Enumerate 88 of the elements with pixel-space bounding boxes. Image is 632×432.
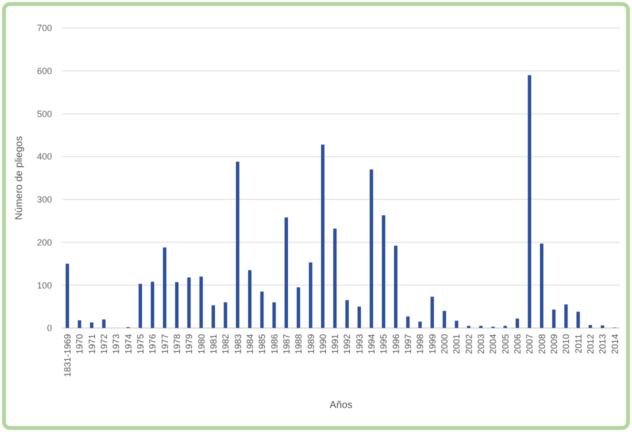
bar <box>272 302 276 328</box>
x-tick-label: 2000 <box>440 334 450 354</box>
y-tick-label: 100 <box>36 280 52 290</box>
bar <box>138 284 142 328</box>
x-tick-label: 1982 <box>220 334 231 354</box>
bar <box>175 282 179 328</box>
x-tick-label: 2013 <box>598 334 608 354</box>
x-tick-label: 1973 <box>111 334 122 354</box>
x-tick-label: 1999 <box>427 334 438 354</box>
bar <box>66 264 70 328</box>
x-tick-label: 1980 <box>196 334 206 354</box>
bar <box>260 292 264 328</box>
bar <box>382 215 386 328</box>
x-tick-label: 1989 <box>306 334 316 354</box>
y-tick-label: 200 <box>36 237 52 248</box>
bar <box>296 287 300 328</box>
x-tick-label: 1983 <box>232 334 243 354</box>
bar <box>333 228 337 328</box>
bar <box>90 322 94 328</box>
x-tick-label: 1991 <box>330 334 340 354</box>
x-tick-label: 1990 <box>318 334 328 354</box>
bar <box>442 310 446 328</box>
x-tick-label: 2008 <box>536 334 547 354</box>
x-axis-title: Años <box>330 400 352 411</box>
x-tick-label: 2007 <box>524 334 535 354</box>
x-tick-label: 1979 <box>184 334 194 354</box>
x-tick-label: 1984 <box>244 334 255 354</box>
y-tick-label: 700 <box>36 23 52 34</box>
x-tick-label: 1831-1969 <box>62 334 72 378</box>
x-tick-label: 2014 <box>610 334 620 354</box>
bar <box>308 262 312 328</box>
x-tick-label: 2003 <box>476 334 486 354</box>
x-tick-label: 1998 <box>415 334 426 354</box>
y-tick-label: 300 <box>36 194 52 205</box>
x-tick-label: 1981 <box>208 334 218 354</box>
bar <box>454 320 458 328</box>
bar <box>162 247 166 328</box>
bar <box>370 169 374 328</box>
x-tick-label: 2011 <box>573 334 584 354</box>
x-tick-label: 2001 <box>452 334 462 354</box>
y-tick-label: 600 <box>36 66 52 76</box>
x-tick-label: 1996 <box>390 334 401 354</box>
x-tick-label: 1988 <box>294 334 304 354</box>
bar <box>406 316 410 328</box>
bar <box>394 246 398 328</box>
x-tick-label: 1986 <box>269 334 280 354</box>
bar <box>430 296 434 328</box>
x-tick-label: 2012 <box>585 334 596 354</box>
y-tick-label: 400 <box>36 152 52 162</box>
x-tick-label: 2002 <box>464 334 474 354</box>
x-tick-label: 1976 <box>148 334 158 354</box>
x-tick-label: 1985 <box>257 334 268 354</box>
x-tick-label: 2006 <box>512 334 522 354</box>
bar <box>540 244 544 328</box>
bar <box>212 305 215 328</box>
bar <box>284 217 288 328</box>
y-tick-label: 0 <box>46 323 52 334</box>
bar <box>248 270 252 328</box>
x-tick-label: 1974 <box>123 334 134 354</box>
bar <box>358 306 361 328</box>
x-tick-label: 2009 <box>548 334 559 354</box>
bar <box>418 322 422 328</box>
x-tick-label: 1970 <box>74 334 85 354</box>
x-tick-label: 1997 <box>403 334 414 354</box>
x-tick-label: 1972 <box>98 334 109 354</box>
x-tick-label: 1993 <box>354 334 364 354</box>
bar <box>236 162 240 328</box>
bar <box>102 319 106 328</box>
y-tick-label: 500 <box>36 108 52 119</box>
bar <box>552 310 556 328</box>
x-tick-label: 2010 <box>561 334 572 354</box>
y-axis-title: Número de pliegos <box>14 136 25 220</box>
bar <box>345 300 349 328</box>
bar <box>588 325 592 328</box>
bar <box>576 312 580 328</box>
x-tick-label: 1978 <box>172 334 182 354</box>
x-tick-label: 1992 <box>342 334 352 354</box>
x-tick-label: 2004 <box>488 334 498 354</box>
x-tick-label: 1977 <box>160 334 170 354</box>
x-tick-label: 2005 <box>500 334 510 354</box>
bar <box>199 276 203 328</box>
x-tick-label: 1971 <box>86 334 97 354</box>
bar <box>321 144 324 328</box>
x-tick-label: 1995 <box>378 334 389 354</box>
x-tick-label: 1987 <box>281 334 292 354</box>
x-tick-label: 1975 <box>135 334 146 354</box>
bar <box>516 318 520 328</box>
x-tick-label: 1994 <box>366 334 377 354</box>
